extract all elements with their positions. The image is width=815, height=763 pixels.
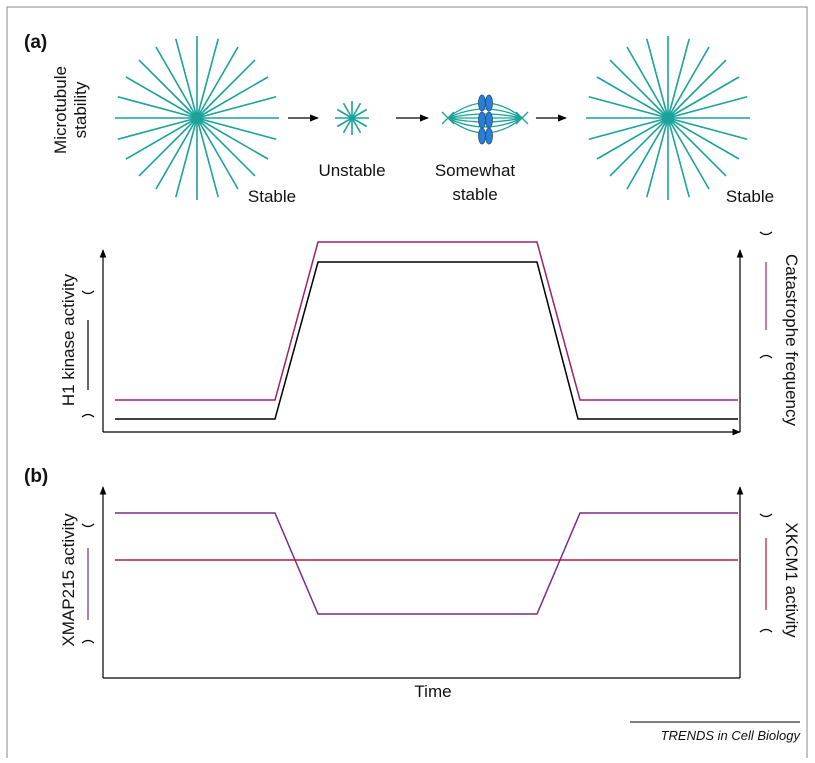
microtubule <box>118 97 197 118</box>
stage-label: Unstable <box>318 161 385 180</box>
frame <box>7 7 807 758</box>
microtubule <box>197 118 218 197</box>
footer: TRENDS in Cell Biology <box>661 728 802 743</box>
microtubule <box>668 118 747 139</box>
microtubule <box>197 118 276 139</box>
microtubule <box>197 39 218 118</box>
figure: (a) Microtubule stability Stable Unstabl… <box>0 0 815 758</box>
axes-a <box>103 250 740 432</box>
stage-label: Stable <box>248 187 296 206</box>
axes-b <box>103 487 740 678</box>
row-label: stability <box>71 81 90 138</box>
axis-label: Time <box>414 682 451 701</box>
spindle <box>442 95 528 144</box>
microtubule <box>647 118 668 197</box>
microtubule <box>647 39 668 118</box>
microtubule <box>668 118 689 197</box>
microtubule <box>668 39 689 118</box>
microtubule <box>176 118 197 197</box>
legend-key <box>82 514 772 643</box>
row-label: Microtubule <box>51 66 70 154</box>
microtubules <box>115 36 750 200</box>
microtubule <box>589 118 668 139</box>
microtubule <box>176 39 197 118</box>
axis-label: Catastrophe frequency <box>782 254 801 426</box>
axis-label: H1 kinase activity <box>59 273 78 406</box>
h1-kinase-curve <box>115 262 738 419</box>
stage-label: Somewhat <box>435 161 516 180</box>
legend-key <box>82 232 772 417</box>
panel-label: (a) <box>24 32 47 53</box>
xmap215-curve <box>115 513 738 614</box>
catastrophe-curve <box>115 242 738 400</box>
axis-label: XKCM1 activity <box>782 522 801 638</box>
microtubule <box>118 118 197 139</box>
panel-label: (b) <box>24 466 48 487</box>
stage-label: Stable <box>726 187 774 206</box>
stage-label: stable <box>452 185 497 204</box>
microtubule <box>668 97 747 118</box>
microtubule <box>589 97 668 118</box>
axis-label: XMAP215 activity <box>59 513 78 647</box>
microtubule <box>197 97 276 118</box>
